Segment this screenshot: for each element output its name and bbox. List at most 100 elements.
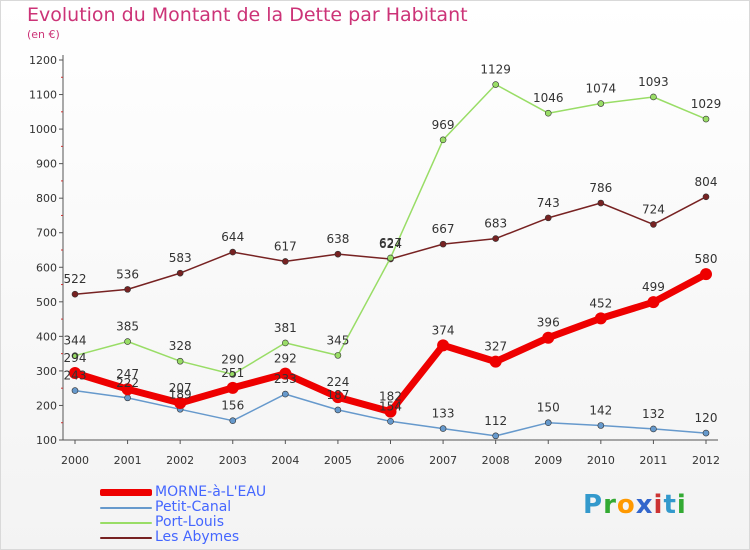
chart-title: Evolution du Montant de la Dette par Hab… [27,4,468,26]
data-label: 683 [484,217,507,231]
x-tick-label: 2001 [114,454,142,467]
data-label: 345 [326,333,349,347]
x-tick-label: 2003 [219,454,247,467]
data-point [176,269,184,277]
data-label: 112 [484,414,507,428]
data-point [489,355,502,368]
legend-swatch [100,507,152,509]
data-point [702,115,710,123]
x-tick-label: 2012 [692,454,720,467]
y-tick-label: 300 [36,365,57,378]
data-point [124,338,131,345]
data-point [282,258,289,265]
data-label: 120 [695,411,718,425]
data-point [384,405,397,418]
data-point [544,419,552,427]
data-label: 724 [642,202,665,216]
data-label: 1093 [638,75,669,89]
data-point [387,418,394,425]
legend: MORNE-à-L'EAU Petit-Canal Port-Louis Les Ab… [100,484,340,545]
data-label: 804 [695,175,718,189]
data-label: 522 [64,272,87,286]
y-tick-label: 800 [36,192,57,205]
legend-label: Les Abymes [155,529,240,545]
data-point [229,371,237,378]
data-label: 1046 [533,91,564,105]
data-label: 1029 [691,97,722,111]
data-point [334,250,342,258]
x-tick-label: 2010 [587,454,615,467]
data-label: 1074 [586,82,617,96]
data-point [650,93,657,101]
logo-letter: o [616,490,636,520]
data-point [650,425,657,433]
legend-label: Petit-Canal [155,499,232,515]
data-point [702,429,710,437]
data-point [439,425,447,432]
data-label: 667 [432,222,455,236]
data-label: 187 [326,388,349,402]
data-point [176,357,184,365]
proxiti-logo: Proxiti [583,490,687,520]
y-tick-label: 700 [36,227,57,240]
data-label: 627 [379,236,402,250]
legend-item: MORNE-à-L'EAU [100,484,340,500]
legend-item: Port-Louis [100,514,340,530]
data-label: 251 [221,366,244,380]
data-point [124,286,131,293]
data-point [492,81,499,88]
data-point [439,136,447,144]
data-label: 156 [221,399,244,413]
data-point [282,390,289,398]
legend-swatch [100,537,152,539]
data-label: 328 [169,339,192,353]
legend-item: Les Abymes [100,529,340,545]
data-point [492,432,499,440]
data-label: 150 [537,401,560,415]
data-point [121,383,134,396]
data-label: 374 [432,323,455,337]
chart-subtitle: (en €) [27,28,60,41]
logo-letter: t [663,490,677,520]
data-point [71,387,79,394]
y-tick-label: 200 [36,399,57,412]
data-label: 396 [537,316,560,330]
data-point [437,339,450,352]
data-label: 292 [274,352,297,366]
y-tick-label: 100 [36,434,57,447]
x-tick-label: 2009 [534,454,562,467]
data-label: 189 [169,387,192,401]
data-point [702,193,710,201]
x-tick-label: 2004 [271,454,299,467]
data-label: 385 [116,320,139,334]
legend-item: Petit-Canal [100,499,340,515]
y-tick-label: 400 [36,330,57,343]
y-tick-label: 1200 [29,54,57,67]
data-label: 499 [642,280,665,294]
data-label: 344 [64,334,87,348]
logo-letter: i [653,490,664,520]
data-point [597,100,605,107]
data-point [69,366,81,379]
data-point [647,296,660,309]
data-label: 182 [379,390,402,404]
legend-swatch [100,522,152,524]
data-point [229,248,237,256]
logo-letter: r [603,490,617,520]
logo-letter: x [635,490,654,520]
data-label: 233 [274,372,297,386]
data-label: 142 [589,403,612,417]
data-label: 969 [432,118,455,132]
data-label: 381 [274,321,297,335]
data-point [544,214,552,222]
legend-swatch [100,489,152,496]
data-point [700,268,712,281]
y-tick-label: 500 [36,296,57,309]
data-point [439,240,447,248]
data-labels: 294 247 207 251 292 224 182 374 327 396 452 499 580 2… [64,63,722,428]
data-point [597,422,605,429]
data-point [71,352,79,360]
data-point [597,199,605,207]
data-point [492,235,499,242]
